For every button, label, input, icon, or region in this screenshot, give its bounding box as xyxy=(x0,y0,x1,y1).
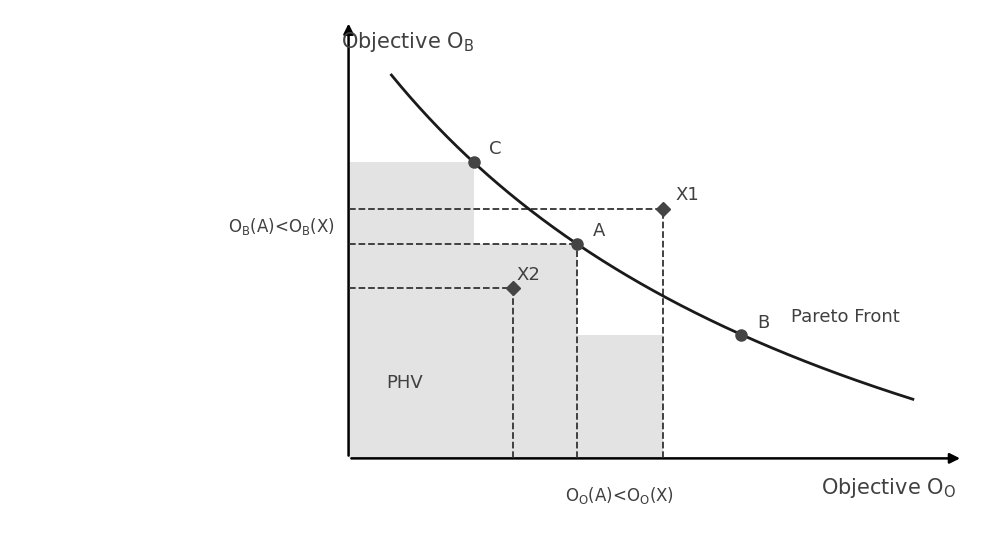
Bar xyxy=(577,335,663,459)
Text: PHV: PHV xyxy=(386,374,423,392)
Text: Objective $\mathregular{O_B}$: Objective $\mathregular{O_B}$ xyxy=(341,29,475,54)
Text: X1: X1 xyxy=(676,186,699,204)
Text: $\mathregular{O_B}$(A)<$\mathregular{O_B}$(X): $\mathregular{O_B}$(A)<$\mathregular{O_B… xyxy=(228,216,334,237)
Text: C: C xyxy=(489,140,502,158)
Text: $\mathregular{O_O}$(A)<$\mathregular{O_O}$(X): $\mathregular{O_O}$(A)<$\mathregular{O_O… xyxy=(565,485,675,506)
Text: X2: X2 xyxy=(516,266,540,284)
Bar xyxy=(349,162,474,459)
Text: Objective $\mathregular{O_O}$: Objective $\mathregular{O_O}$ xyxy=(821,476,956,500)
Bar xyxy=(474,244,577,459)
Text: A: A xyxy=(593,222,605,240)
Text: Pareto Front: Pareto Front xyxy=(791,308,900,326)
Text: B: B xyxy=(757,314,769,333)
